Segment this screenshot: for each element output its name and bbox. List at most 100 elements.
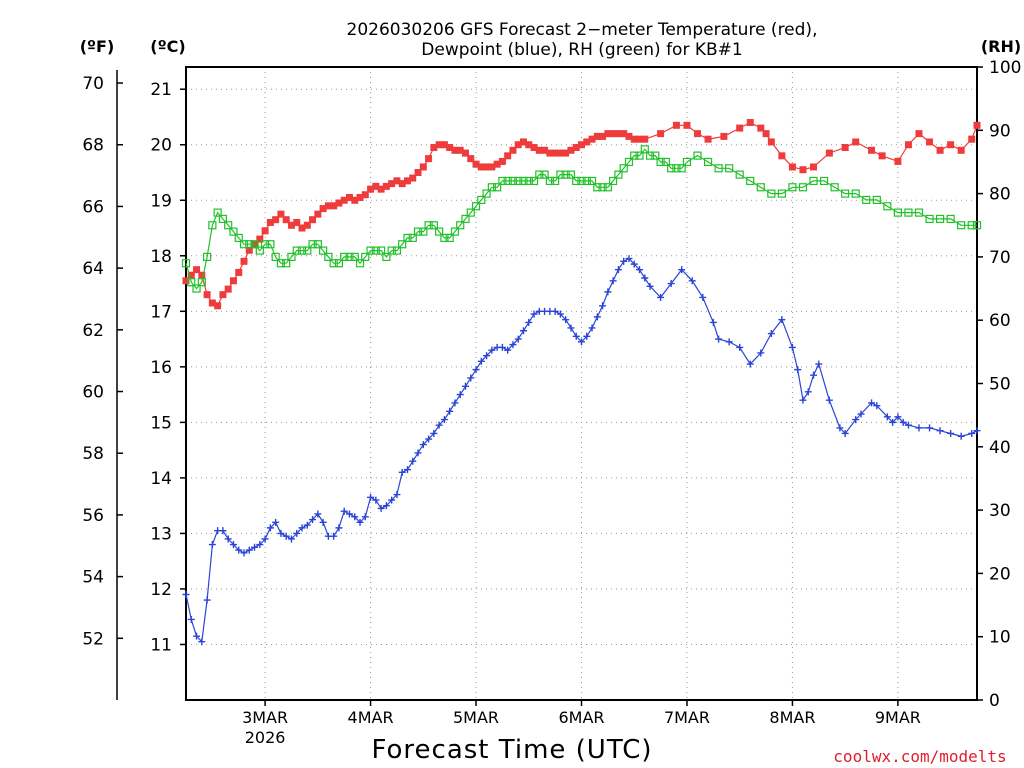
relative-humidity-point (261, 240, 270, 249)
temperature-point (298, 224, 306, 232)
temperature-point (319, 205, 327, 213)
celsius-tick-label: 17 (150, 302, 172, 322)
relative-humidity-point (202, 252, 212, 261)
dewpoint-point (356, 518, 364, 526)
relative-humidity-point (788, 183, 797, 192)
temperature-point (361, 191, 369, 199)
rh-tick-label: 10 (989, 628, 1011, 648)
dewpoint-point (657, 293, 665, 301)
temperature-point (303, 221, 311, 229)
temperature-point (525, 141, 533, 149)
fahrenheit-tick-label: 68 (82, 136, 104, 156)
dewpoint-point (746, 360, 754, 368)
relative-humidity-point (297, 246, 307, 255)
relative-humidity-point (329, 259, 338, 268)
temperature-point (282, 216, 290, 224)
relative-humidity-point (482, 189, 491, 198)
dewpoint-point (883, 413, 891, 421)
temperature-point (340, 196, 348, 204)
temperature-point (224, 285, 232, 293)
rh-tick-label: 100 (989, 58, 1021, 78)
temperature-point (762, 130, 770, 138)
temperature-point (488, 163, 496, 171)
temperature-point (483, 163, 491, 171)
dewpoint-point (915, 424, 923, 432)
temperature-point (683, 121, 691, 129)
fahrenheit-tick-label: 54 (82, 568, 104, 588)
relative-humidity-point (914, 208, 924, 217)
celsius-tick-label: 13 (150, 524, 172, 544)
fahrenheit-tick-label: 52 (82, 629, 104, 649)
relative-humidity-point (524, 176, 533, 186)
date-tick-label: 5MAR (453, 708, 499, 727)
relative-humidity-point (371, 246, 380, 255)
dewpoint-point (182, 591, 190, 598)
relative-humidity-point (345, 252, 354, 261)
rh-tick-label: 20 (989, 564, 1011, 584)
relative-humidity-point (893, 208, 903, 217)
temperature-point (541, 146, 549, 154)
celsius-tick-label: 16 (150, 358, 172, 378)
temperature-point (519, 138, 527, 146)
dewpoint-point (314, 510, 322, 518)
temperature-point (841, 144, 849, 152)
relative-humidity-point (582, 176, 591, 186)
temperature-point (957, 146, 965, 154)
temperature-point (973, 121, 981, 129)
data-series (181, 119, 982, 646)
temperature-point (235, 268, 243, 276)
dewpoint-point (778, 316, 786, 324)
temperature-point (641, 135, 649, 143)
relative-humidity-point (540, 170, 549, 179)
dewpoint-point (266, 524, 274, 532)
relative-humidity-point (529, 176, 539, 186)
relative-humidity-point (714, 164, 723, 173)
date-tick-label: 7MAR (664, 708, 710, 727)
dewpoint-point (609, 277, 617, 285)
relative-humidity-point (841, 189, 850, 198)
relative-humidity-point (735, 170, 744, 179)
relative-humidity-point (809, 176, 818, 186)
dewpoint-point (287, 535, 295, 543)
date-tick-label: 6MAR (558, 708, 604, 727)
dewpoint-point (630, 260, 638, 268)
relative-humidity-point (635, 151, 644, 160)
temperature-point (757, 124, 765, 132)
credit-link[interactable]: coolwx.com/modelts (833, 747, 1006, 766)
relative-humidity-point (287, 252, 296, 261)
relative-humidity-point (424, 221, 433, 230)
dewpoint-point (245, 546, 253, 554)
dewpoint-point (688, 277, 696, 285)
fahrenheit-tick-label: 64 (82, 259, 104, 279)
fahrenheit-tick-label: 62 (82, 321, 104, 341)
relative-humidity-point (334, 259, 344, 268)
dewpoint-point (351, 513, 359, 521)
dewpoint-point (256, 541, 264, 549)
dewpoint-point (725, 338, 733, 346)
relative-humidity-point (672, 164, 681, 173)
temperature-point (187, 271, 195, 279)
relative-humidity-point (667, 164, 676, 173)
dewpoint-point (335, 524, 343, 532)
dewpoint-point (841, 429, 849, 437)
relative-humidity-point (777, 189, 786, 198)
dewpoint-point (926, 424, 934, 432)
rh-tick-label: 60 (989, 311, 1011, 331)
temperature-point (736, 124, 744, 132)
temperature-point (657, 130, 665, 138)
dewpoint-point (235, 546, 243, 554)
dewpoint-point (525, 318, 533, 326)
temperature-point (351, 196, 359, 204)
temperature-point (203, 291, 211, 299)
axes: 11 12 13 14 15 16 17 18 19 20 21 52 54 56 58 60 62 64 66 68… (82, 58, 1021, 747)
relative-humidity-point (224, 221, 233, 230)
dewpoint-point (303, 521, 311, 529)
dewpoint-point (593, 313, 601, 321)
dewpoint-point (551, 307, 559, 315)
temperature-point (572, 144, 580, 152)
relative-humidity-point (271, 252, 280, 261)
relative-humidity-point (350, 252, 359, 261)
celsius-tick-label: 11 (150, 635, 172, 655)
dewpoint-point (451, 399, 459, 407)
date-tick-label: 8MAR (769, 708, 815, 727)
